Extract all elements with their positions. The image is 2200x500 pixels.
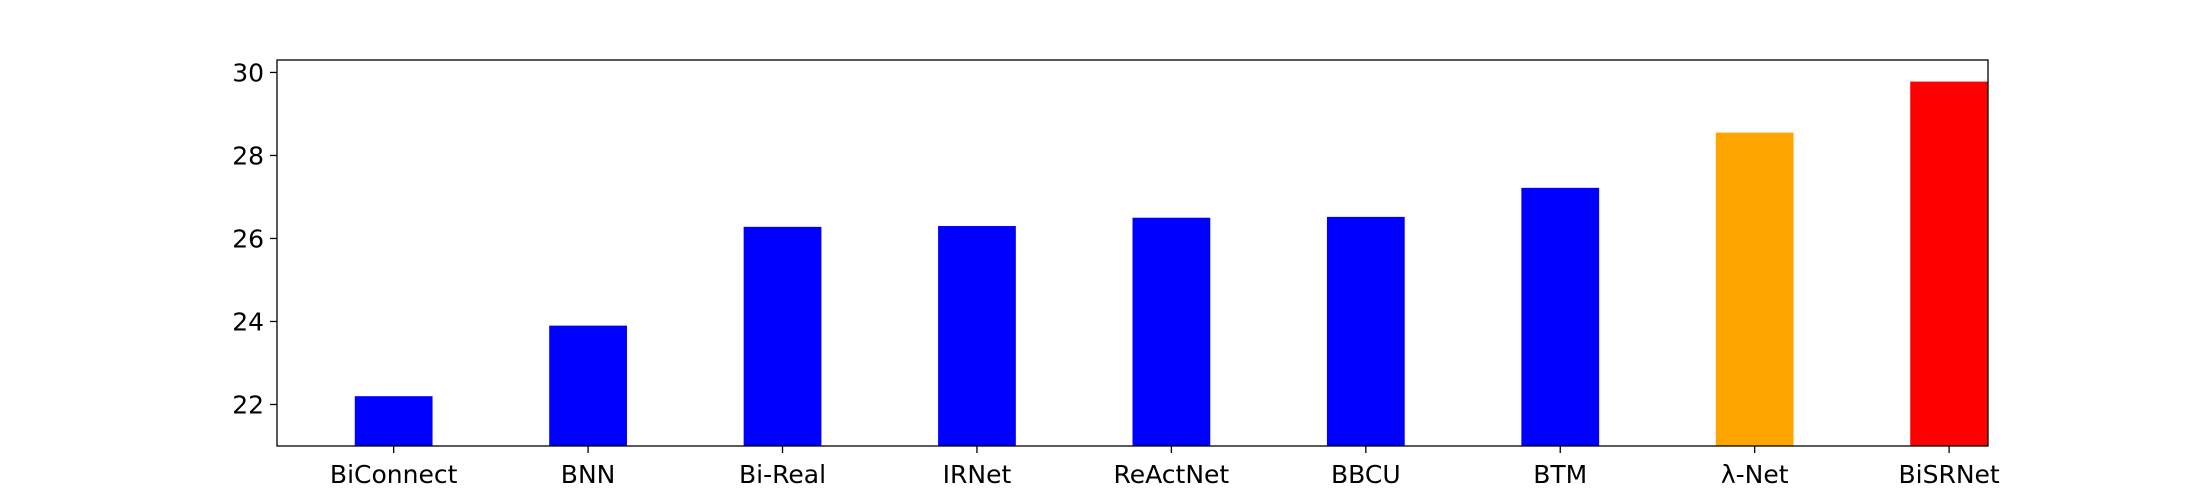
x-tick-label: BiSRNet	[1898, 460, 1999, 489]
bar-7	[1715, 132, 1794, 446]
x-tick-label: BNN	[561, 460, 616, 489]
bar-4	[1132, 217, 1211, 446]
bars	[354, 81, 1988, 446]
x-tick-label: λ-Net	[1721, 460, 1789, 489]
bar-1	[549, 325, 627, 446]
x-tick-label: ReActNet	[1114, 460, 1230, 489]
x-tick-label: BTM	[1533, 460, 1587, 489]
x-tick-label: BiConnect	[330, 460, 458, 489]
bar-8	[1910, 81, 1988, 446]
x-tick-label: BBCU	[1331, 460, 1401, 489]
plot-frame	[276, 59, 1989, 447]
x-tick-label: IRNet	[943, 460, 1012, 489]
x-axis: BiConnect BNN Bi-Real IRNet ReActNet BBCU BTM λ…	[330, 446, 2000, 489]
y-tick-label: 30	[232, 58, 264, 87]
bar-3	[938, 226, 1016, 446]
x-tick-label: Bi-Real	[739, 460, 826, 489]
y-axis: 22 24 26 28 30	[232, 58, 277, 419]
y-tick-label: 24	[232, 307, 264, 336]
y-tick-label: 26	[232, 224, 264, 253]
y-tick-label: 22	[232, 390, 264, 419]
y-tick-label: 28	[232, 141, 264, 170]
bar-0	[354, 396, 433, 446]
bar-2	[743, 226, 822, 446]
bar-5	[1326, 216, 1405, 446]
bar-6	[1521, 187, 1600, 446]
